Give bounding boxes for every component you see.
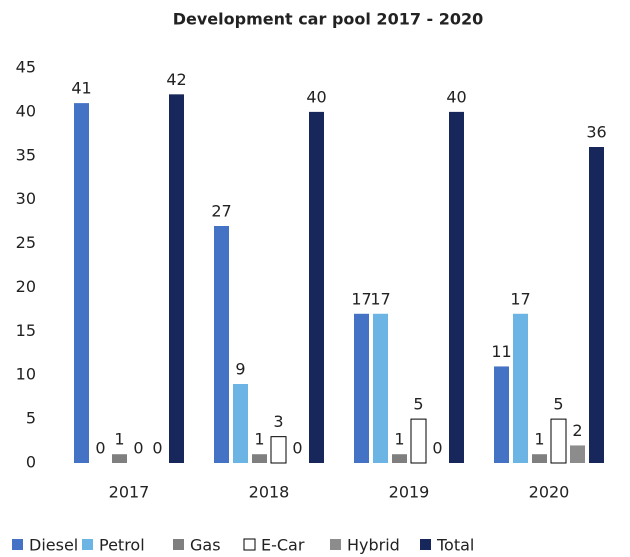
- bar: [233, 384, 248, 463]
- y-tick-label: 10: [16, 365, 36, 384]
- data-label: 1: [114, 430, 124, 449]
- legend-label: Petrol: [99, 536, 145, 555]
- data-label: 1: [394, 430, 404, 449]
- bar: [589, 147, 604, 463]
- data-label: 42: [166, 70, 186, 89]
- data-label: 5: [553, 395, 563, 414]
- legend-swatch: [420, 539, 431, 550]
- data-label: 1: [254, 430, 264, 449]
- data-label: 36: [586, 123, 606, 142]
- bar: [392, 454, 407, 463]
- bar: [252, 454, 267, 463]
- data-label: 0: [152, 439, 162, 458]
- x-tick-label: 2017: [109, 483, 150, 502]
- data-label: 17: [370, 289, 390, 308]
- y-tick-label: 5: [26, 409, 36, 428]
- legend-swatch: [173, 539, 184, 550]
- bar: [354, 313, 369, 463]
- y-tick-label: 25: [16, 233, 36, 252]
- data-label: 2: [572, 421, 582, 440]
- bar: [513, 313, 528, 463]
- data-label: 0: [432, 439, 442, 458]
- legend-label: Total: [436, 536, 474, 555]
- bar: [309, 111, 324, 463]
- y-tick-label: 45: [16, 58, 36, 77]
- bar: [74, 103, 89, 463]
- x-tick-label: 2020: [529, 483, 570, 502]
- y-tick-label: 40: [16, 101, 36, 120]
- data-label: 3: [273, 412, 283, 431]
- bar: [112, 454, 127, 463]
- data-label: 0: [95, 439, 105, 458]
- chart-title: Development car pool 2017 - 2020: [173, 10, 484, 29]
- legend-label: E-Car: [261, 536, 305, 555]
- data-label: 40: [446, 87, 466, 106]
- legend-label: Gas: [190, 536, 221, 555]
- data-label: 0: [292, 439, 302, 458]
- x-tick-label: 2018: [249, 483, 290, 502]
- data-label: 27: [211, 202, 231, 221]
- legend-label: Hybrid: [347, 536, 400, 555]
- data-label: 17: [510, 289, 530, 308]
- data-label: 40: [306, 87, 326, 106]
- legend-swatch: [243, 538, 256, 551]
- legend-swatch: [82, 539, 93, 550]
- data-label: 17: [351, 289, 371, 308]
- data-label: 1: [534, 430, 544, 449]
- bar: [373, 313, 388, 463]
- data-label: 41: [71, 79, 91, 98]
- bar: [570, 445, 585, 463]
- legend-label: Diesel: [29, 536, 78, 555]
- bar: [169, 94, 184, 463]
- bar: [410, 418, 427, 464]
- data-label: 5: [413, 395, 423, 414]
- legend-swatch: [330, 539, 341, 550]
- bar: [494, 366, 509, 463]
- data-label: 11: [491, 342, 511, 361]
- x-tick-label: 2019: [389, 483, 430, 502]
- bar: [550, 418, 567, 464]
- data-label: 9: [235, 360, 245, 379]
- legend-swatch: [12, 539, 23, 550]
- y-tick-label: 35: [16, 145, 36, 164]
- data-label: 0: [133, 439, 143, 458]
- y-tick-label: 15: [16, 321, 36, 340]
- y-tick-label: 20: [16, 277, 36, 296]
- bar: [214, 226, 229, 463]
- bar: [532, 454, 547, 463]
- bar: [449, 111, 464, 463]
- y-tick-label: 30: [16, 189, 36, 208]
- bar: [270, 436, 287, 464]
- y-tick-label: 0: [26, 453, 36, 472]
